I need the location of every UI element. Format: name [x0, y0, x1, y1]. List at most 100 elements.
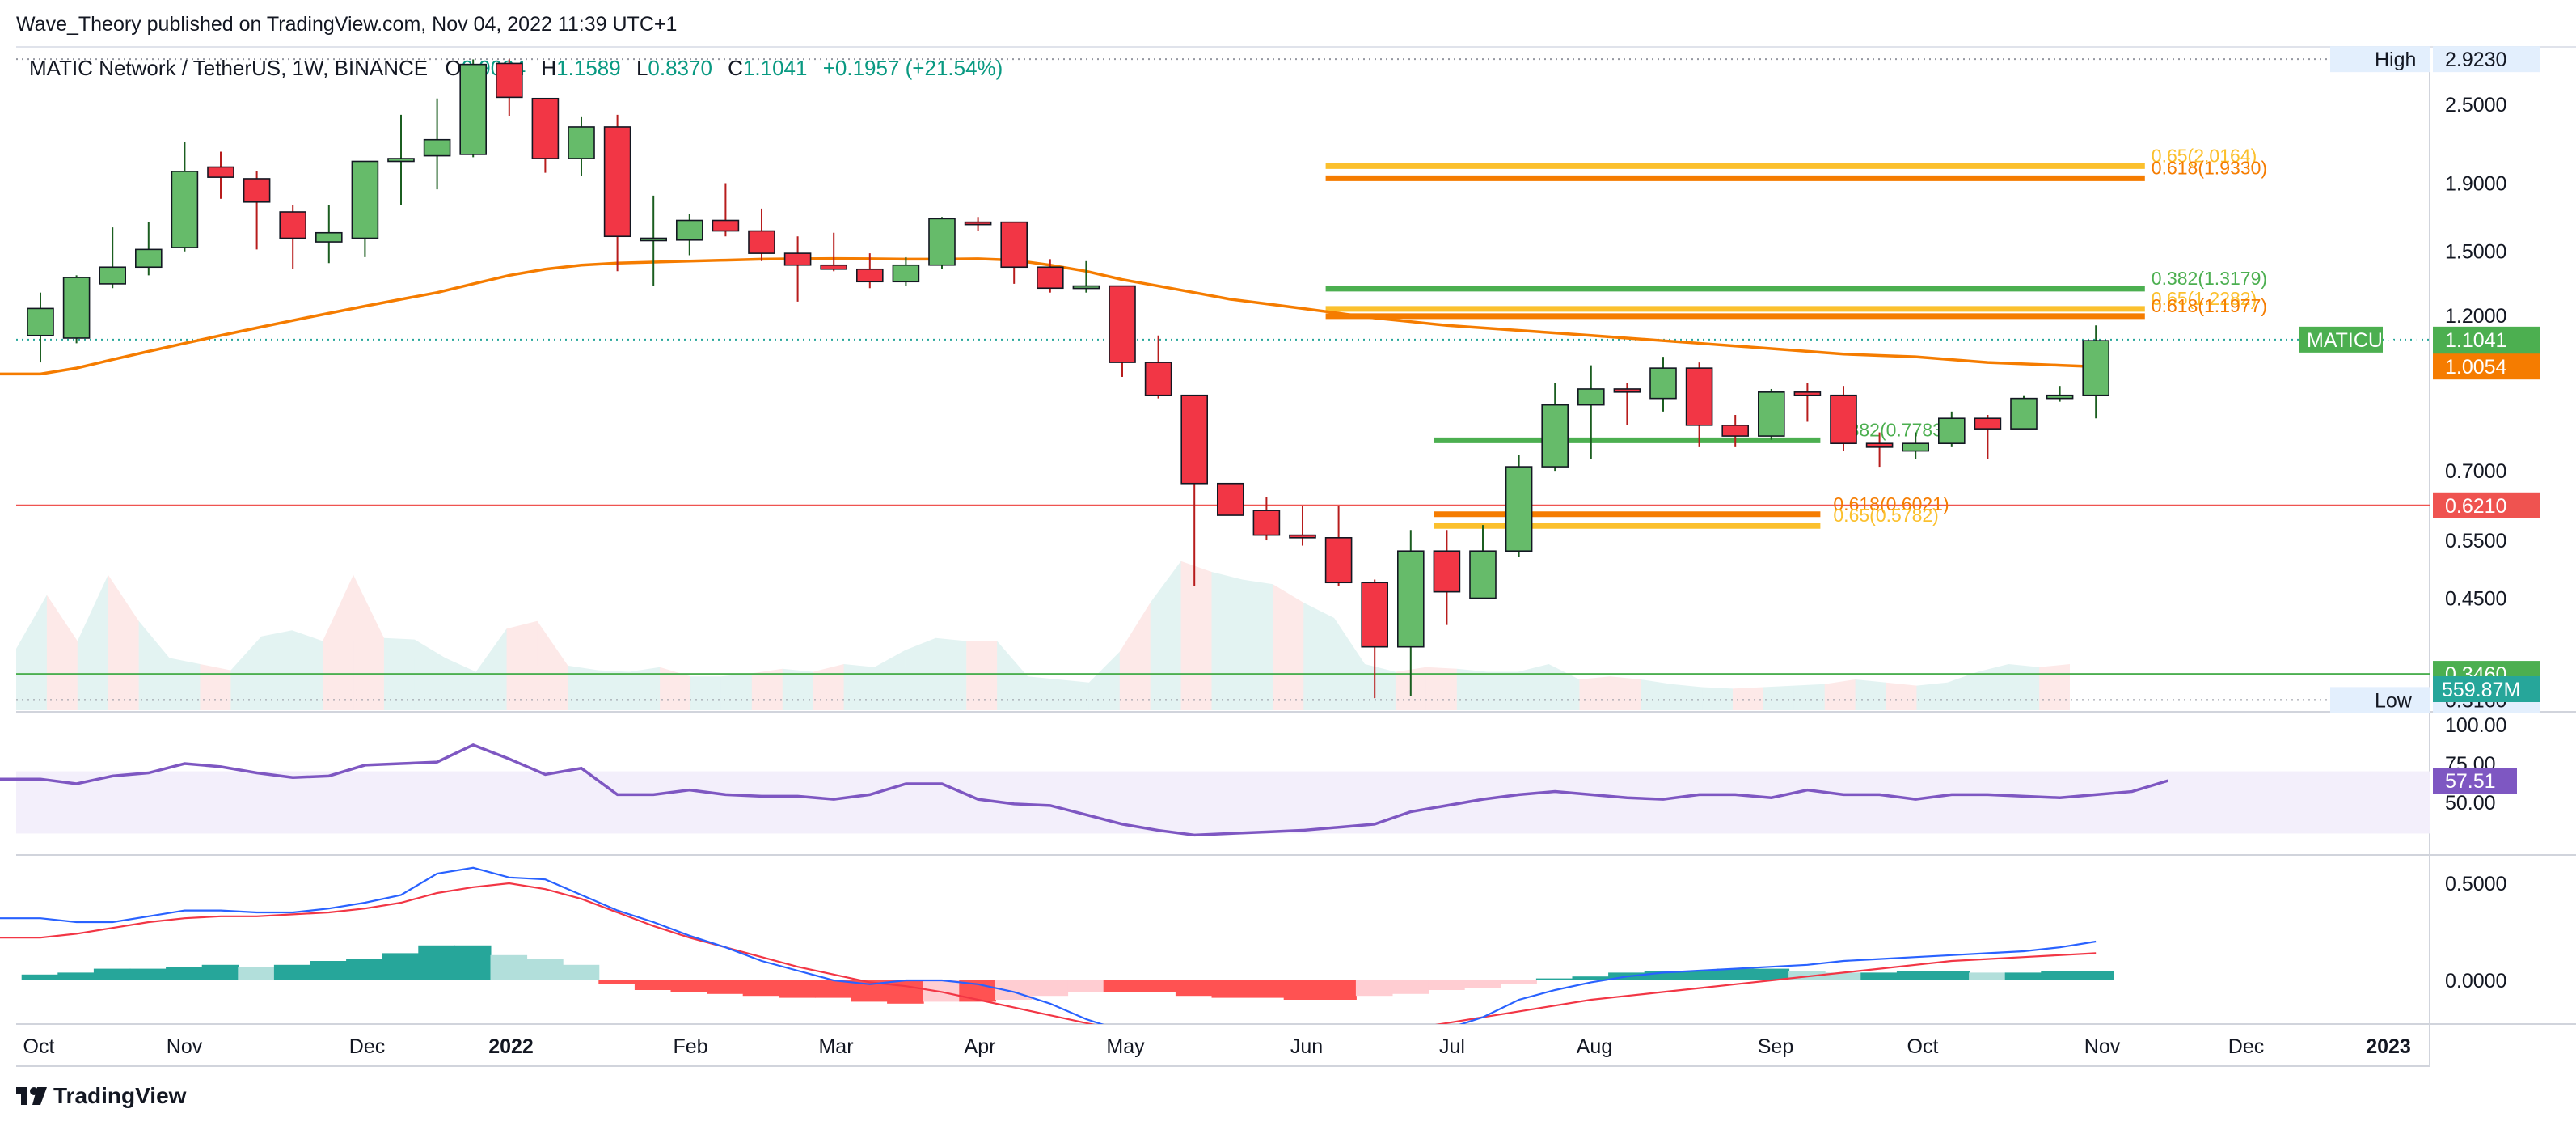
candle-body [387, 158, 415, 163]
extreme-tag-box [2330, 46, 2430, 73]
volume-segment [813, 664, 844, 710]
candle-body [1505, 466, 1533, 552]
level-price-tag [2433, 353, 2540, 380]
pane-borders [16, 46, 2576, 1067]
candle-body [1577, 388, 1605, 406]
volume-segment [1273, 584, 1304, 710]
macd-histogram-bar [1932, 971, 1970, 980]
candle-body [748, 230, 775, 254]
fib-level-label: 0.65(1.2282) [2152, 288, 2257, 309]
candle-body [351, 160, 379, 239]
volume-segment [169, 658, 201, 710]
volume-segment [445, 658, 476, 710]
macd-histogram-bar [1031, 980, 1069, 997]
time-axis-label: 2023 [2366, 1035, 2411, 1058]
macd-histogram-bar [1860, 972, 1898, 980]
candle-body [568, 126, 595, 159]
macd-histogram-bar [21, 974, 59, 980]
volume-histogram [16, 561, 2070, 710]
time-axis-label: Dec [349, 1035, 385, 1058]
volume-segment [1610, 676, 1641, 710]
time-axis-label: May [1106, 1035, 1145, 1058]
fib-level-label: 0.382(1.3179) [2152, 268, 2267, 289]
macd-line [0, 866, 2097, 1024]
rsi-tick-label: 50.00 [2445, 792, 2496, 815]
macd-histogram-bar [454, 945, 492, 980]
volume-segment [506, 620, 538, 710]
volume-segment [690, 676, 721, 710]
volume-segment [414, 639, 446, 710]
macd-histogram-bar [1680, 971, 1717, 980]
price-tick-label: 2.5000 [2445, 94, 2506, 116]
candle-body [1361, 582, 1388, 648]
volume-segment [751, 668, 783, 710]
price-axis[interactable]: 2.5000 1.9000 1.5000 1.2000 0.7000 0.5500 0.45… [2445, 94, 2506, 611]
tradingview-logo[interactable]: TradingView [16, 1083, 187, 1108]
macd-histogram-bar [1391, 980, 1429, 994]
volume-segment [598, 670, 630, 710]
macd-histogram-bar [1355, 980, 1393, 997]
time-axis-label: Jul [1439, 1035, 1465, 1058]
volume-segment [1671, 684, 1703, 710]
macd-histogram-bar [418, 945, 455, 980]
macd-histogram-bar [273, 964, 311, 980]
candle-body [135, 248, 163, 269]
time-axis-label: Nov [167, 1035, 203, 1058]
candle-body [1613, 388, 1641, 393]
rsi-line [0, 743, 2168, 837]
macd-histogram-bar [1572, 976, 1610, 980]
candle-body [1397, 550, 1425, 648]
level-price-tag-value: 0.6210 [2445, 495, 2506, 518]
candle-body [207, 166, 234, 178]
price-tick-label: 0.4500 [2445, 587, 2506, 610]
fib-level-label: 0.618(1.1977) [2152, 295, 2267, 316]
symbol-name-tag [2299, 326, 2383, 353]
macd-histogram-bar [2004, 972, 2042, 980]
macd-histogram-bar [1067, 980, 1104, 992]
macd-histogram-bar [526, 959, 564, 980]
price-tick-label: 1.9000 [2445, 173, 2506, 196]
macd-histogram-bar [490, 954, 528, 980]
publish-caption: Wave_Theory published on TradingView.com… [16, 13, 677, 36]
macd-histogram-bar [93, 968, 131, 980]
macd-histogram-bar [634, 980, 672, 990]
extreme-price-tag [2433, 46, 2540, 73]
candle-body [1324, 537, 1353, 584]
tradingview-logo-icon [16, 1087, 47, 1105]
volume-segment [1119, 603, 1151, 710]
candle-body [1109, 285, 1136, 363]
time-axis[interactable]: Oct Nov Dec 2022 Feb Mar Apr May Jun Jul Aug Sep Oct… [23, 1035, 2411, 1058]
candle-body [1252, 510, 1281, 536]
volume-segment [1058, 679, 1089, 710]
candle-body [459, 63, 488, 155]
candle-body [892, 264, 920, 283]
volume-segment [874, 650, 906, 710]
macd-histogram-bar [598, 980, 636, 984]
volume-segment [353, 574, 384, 710]
symbol-name-tag-text: MATICUSDT [2307, 329, 2423, 352]
macd-histogram-bar [2076, 971, 2114, 980]
level-price-tag [2433, 492, 2540, 518]
volume-segment [1978, 664, 2009, 710]
volume-segment [1793, 684, 1825, 710]
candle-body [495, 62, 523, 99]
candle-body [2046, 394, 2074, 400]
rsi-value-tag [2433, 768, 2517, 794]
candle-body [315, 231, 343, 243]
volume-segment [568, 665, 599, 710]
candle-body [856, 268, 884, 283]
macd-histogram-bar [166, 967, 203, 980]
macd-histogram-bar [1320, 980, 1357, 1000]
macd-histogram-bar [814, 980, 852, 998]
volume-segment [475, 628, 507, 710]
macd-histogram-bar [707, 980, 744, 994]
candle-body [1902, 442, 1929, 452]
candle-body [1289, 534, 1316, 539]
candle-body [1793, 391, 1822, 396]
macd-histogram-bar [923, 980, 961, 1002]
price-tick-label: 0.5500 [2445, 530, 2506, 552]
candle-body [1974, 417, 2002, 430]
candle-body [1072, 285, 1100, 290]
